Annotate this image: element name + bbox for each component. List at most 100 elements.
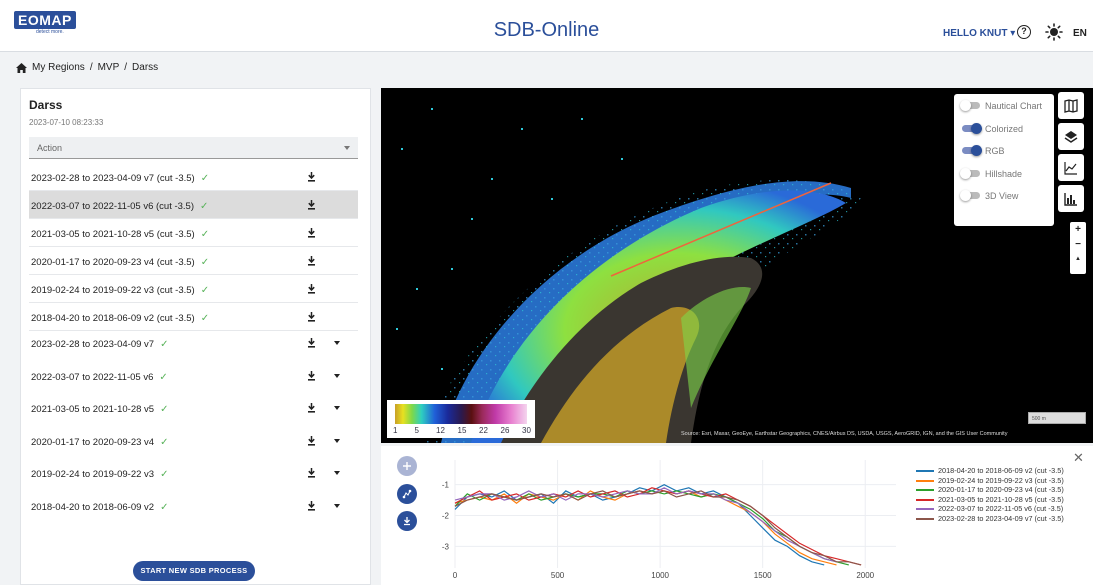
layer-toggle-row: RGB (954, 139, 1054, 162)
download-icon[interactable] (307, 500, 316, 511)
download-icon[interactable] (307, 172, 316, 182)
layer-toggle-switch[interactable] (960, 100, 980, 111)
download-icon[interactable] (307, 370, 316, 381)
download-icon[interactable] (307, 403, 316, 413)
compass-icon[interactable]: ▲ (1075, 256, 1081, 262)
result-row[interactable]: 2018-04-20 to 2018-06-09 v2 ✓ (29, 492, 358, 525)
result-row[interactable]: 2018-04-20 to 2018-06-09 v2 (cut -3.5) ✓ (29, 303, 358, 331)
check-icon: ✓ (200, 285, 210, 296)
legend-tick: 15 (457, 426, 467, 435)
result-row-label: 2018-04-20 to 2018-06-09 v2 (cut -3.5) ✓ (31, 313, 210, 324)
check-icon: ✓ (200, 201, 209, 212)
layers-icon[interactable] (1058, 123, 1084, 150)
full-results-list: 2023-02-28 to 2023-04-09 v7 ✓ 2022-03-07 t… (29, 329, 358, 524)
chevron-down-icon[interactable] (334, 503, 340, 508)
result-row[interactable]: 2019-02-24 to 2019-09-22 v3 ✓ (29, 459, 358, 492)
download-icon[interactable] (307, 468, 316, 478)
layer-toggle-label: Colorized (985, 123, 1024, 134)
download-icon[interactable] (307, 435, 316, 446)
y-tick-label: -3 (442, 542, 450, 551)
legend-tick: 12 (436, 426, 445, 435)
close-icon[interactable]: ✕ (1073, 450, 1084, 465)
result-row[interactable]: 2023-02-28 to 2023-04-09 v7 (cut -3.5) ✓ (29, 163, 358, 191)
map-view[interactable]: Nautical Chart Colorized RGB Hillshade 3D Vi… (381, 88, 1093, 443)
result-row-label: 2018-04-20 to 2018-06-09 v2 ✓ (31, 501, 169, 513)
result-row-label: 2020-01-17 to 2020-09-23 v4 ✓ (31, 436, 169, 448)
legend-tick: 30 (522, 426, 531, 435)
check-icon: ✓ (160, 404, 169, 415)
result-row-label: 2019-02-24 to 2019-09-22 v3 (cut -3.5) ✓ (31, 285, 210, 296)
zoom-in-button[interactable]: + (1075, 224, 1081, 235)
map-toolbar (1058, 92, 1090, 216)
sun-icon[interactable] (1045, 23, 1063, 41)
result-row-label: 2020-01-17 to 2020-09-23 v4 (cut -3.5) ✓ (31, 257, 210, 268)
legend-label: 2019-02-24 to 2019-09-22 v3 (cut -3.5) (938, 475, 1064, 485)
download-profile-button[interactable] (397, 511, 417, 531)
result-row[interactable]: 2022-03-07 to 2022-11-05 v6 (cut -3.5) ✓ (29, 191, 358, 219)
check-icon: ✓ (159, 371, 168, 383)
user-menu-button[interactable]: HELLO KNUT ▾ (943, 28, 1016, 39)
result-row-label: 2023-02-28 to 2023-04-09 v7 (cut -3.5) ✓ (31, 173, 210, 184)
layer-toggle-switch[interactable] (960, 190, 980, 201)
region-timestamp: 2023-07-10 08:23:33 (29, 118, 104, 127)
breadcrumb: My Regions / MVP / Darss (16, 62, 158, 73)
layer-toggle-row: Hillshade (954, 162, 1054, 185)
layer-toggle-switch[interactable] (962, 122, 982, 134)
legend-tick: 26 (500, 426, 510, 435)
toggle-knob (960, 167, 971, 179)
app-title: SDB-Online (493, 19, 600, 41)
depth-profile-panel: ✕ -1 -2 -3 0 500 1000 1500 2000 2018-04-20 to 2… (381, 446, 1093, 585)
result-row[interactable]: 2022-03-07 to 2022-11-05 v6 ✓ (29, 362, 358, 395)
logo-text: EOMAP (14, 11, 76, 29)
result-row[interactable]: 2020-01-17 to 2020-09-23 v4 ✓ (29, 427, 358, 460)
breadcrumb-mvp[interactable]: MVP (97, 62, 120, 73)
download-icon[interactable] (307, 228, 316, 238)
map-icon[interactable] (1058, 92, 1084, 119)
language-button[interactable]: EN (1073, 28, 1087, 39)
chevron-down-icon[interactable] (334, 406, 340, 410)
result-row[interactable]: 2019-02-24 to 2019-09-22 v3 (cut -3.5) ✓ (29, 275, 358, 303)
result-row[interactable]: 2021-03-05 to 2021-10-28 v5 (cut -3.5) ✓ (29, 219, 358, 247)
line-chart-icon[interactable] (1058, 154, 1084, 181)
chevron-down-icon[interactable] (334, 373, 340, 378)
result-row[interactable]: 2020-01-17 to 2020-09-23 v4 (cut -3.5) ✓ (29, 247, 358, 275)
chevron-down-icon[interactable] (334, 438, 340, 443)
legend-label: 2021-03-05 to 2021-10-28 v5 (cut -3.5) (938, 494, 1064, 504)
y-tick-label: -2 (442, 512, 450, 521)
layer-toggle-switch[interactable] (960, 167, 980, 179)
check-icon: ✓ (200, 257, 210, 268)
action-select[interactable]: Action (29, 137, 358, 159)
legend-swatch (916, 479, 934, 482)
x-tick-label: 1500 (754, 571, 772, 580)
zoom-control: + − ▲ (1070, 222, 1086, 274)
draw-line-button[interactable] (397, 484, 417, 504)
legend-label: 2020-01-17 to 2020-09-23 v4 (cut -3.5) (938, 485, 1064, 494)
eomap-logo[interactable]: EOMAP detect more. (14, 11, 76, 41)
chevron-down-icon[interactable] (334, 341, 340, 345)
zoom-out-button[interactable]: − (1075, 239, 1081, 250)
breadcrumb-my-regions[interactable]: My Regions (32, 62, 85, 73)
start-new-sdb-process-button[interactable]: START NEW SDB PROCESS (133, 561, 255, 581)
download-icon[interactable] (307, 200, 316, 210)
download-icon[interactable] (307, 338, 316, 348)
check-icon: ✓ (160, 501, 169, 513)
result-row-label: 2022-03-07 to 2022-11-05 v6 (cut -3.5) ✓ (31, 201, 209, 212)
check-icon: ✓ (200, 229, 210, 240)
legend-swatch (916, 508, 934, 510)
download-icon[interactable] (307, 284, 316, 294)
layer-toggle-label: RGB (985, 146, 1005, 156)
download-icon[interactable] (307, 256, 316, 266)
result-row[interactable]: 2021-03-05 to 2021-10-28 v5 ✓ (29, 394, 358, 427)
result-row[interactable]: 2023-02-28 to 2023-04-09 v7 ✓ (29, 329, 358, 362)
action-select-label: Action (37, 143, 63, 153)
check-icon: ✓ (160, 469, 169, 480)
bar-chart-icon[interactable] (1058, 185, 1084, 212)
app-header: EOMAP detect more. SDB-Online HELLO KNUT… (0, 0, 1093, 52)
home-icon[interactable] (16, 62, 27, 73)
layer-toggle-switch[interactable] (962, 145, 982, 156)
chevron-down-icon[interactable] (334, 471, 340, 475)
help-icon[interactable]: ? (1017, 25, 1031, 39)
series-line (454, 487, 837, 563)
add-profile-button[interactable] (397, 456, 417, 476)
download-icon[interactable] (307, 312, 316, 322)
